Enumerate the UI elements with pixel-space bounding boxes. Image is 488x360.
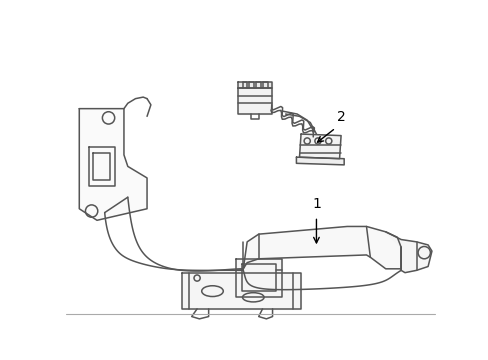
Text: 2: 2 (336, 110, 345, 124)
Polygon shape (235, 259, 281, 297)
Polygon shape (385, 232, 431, 273)
Polygon shape (299, 134, 341, 159)
Polygon shape (243, 226, 400, 269)
Text: 1: 1 (311, 197, 320, 211)
Polygon shape (79, 109, 147, 220)
Polygon shape (182, 273, 301, 309)
Polygon shape (296, 157, 344, 165)
Polygon shape (238, 82, 271, 88)
Polygon shape (238, 88, 271, 114)
